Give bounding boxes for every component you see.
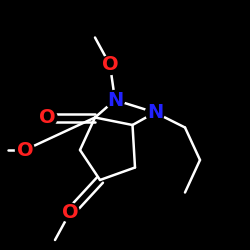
Circle shape — [146, 103, 165, 122]
Circle shape — [38, 108, 57, 127]
Circle shape — [100, 56, 119, 74]
Text: O: O — [102, 56, 118, 74]
Circle shape — [16, 140, 34, 160]
Text: N: N — [147, 103, 163, 122]
Text: O: O — [62, 203, 78, 222]
Text: O: O — [17, 140, 33, 160]
Circle shape — [106, 90, 124, 110]
Circle shape — [60, 203, 80, 222]
Text: O: O — [39, 108, 56, 127]
Text: N: N — [107, 90, 123, 110]
